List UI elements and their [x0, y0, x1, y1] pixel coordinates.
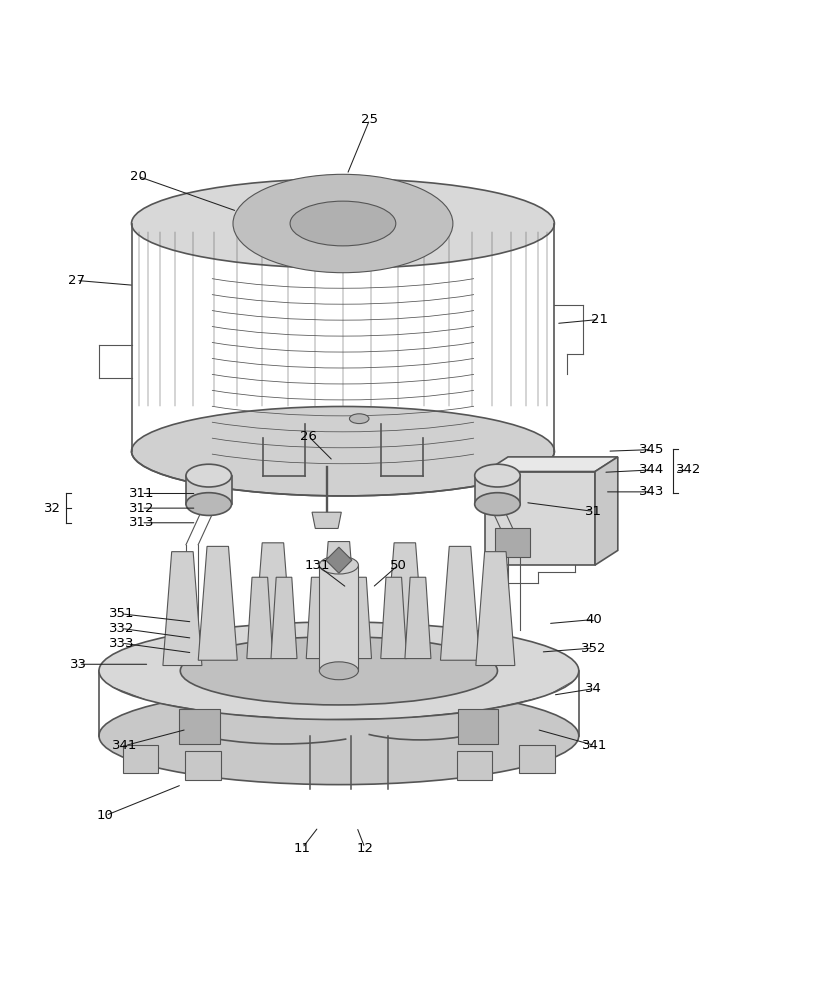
Text: 40: 40: [585, 613, 601, 626]
Text: 311: 311: [128, 487, 154, 500]
Text: 25: 25: [361, 113, 379, 126]
Ellipse shape: [186, 493, 232, 515]
Text: 27: 27: [68, 274, 85, 287]
Text: 352: 352: [581, 642, 606, 655]
Polygon shape: [246, 577, 273, 659]
Ellipse shape: [475, 464, 521, 487]
Text: 333: 333: [109, 637, 135, 650]
Text: 345: 345: [639, 443, 665, 456]
Polygon shape: [405, 577, 431, 659]
Text: 11: 11: [294, 842, 311, 855]
Ellipse shape: [186, 464, 232, 487]
Text: 31: 31: [585, 505, 602, 518]
Polygon shape: [312, 512, 341, 528]
Ellipse shape: [233, 174, 453, 273]
Text: 12: 12: [357, 842, 374, 855]
Polygon shape: [475, 476, 521, 504]
Polygon shape: [457, 751, 493, 780]
Polygon shape: [486, 472, 595, 565]
Ellipse shape: [319, 662, 358, 680]
Polygon shape: [486, 457, 618, 472]
Polygon shape: [180, 709, 220, 744]
Polygon shape: [595, 457, 618, 565]
Text: 20: 20: [130, 170, 146, 183]
Ellipse shape: [349, 414, 369, 424]
Text: 131: 131: [304, 559, 330, 572]
Ellipse shape: [99, 622, 579, 720]
Polygon shape: [326, 547, 352, 573]
Polygon shape: [319, 542, 358, 655]
Text: 341: 341: [113, 739, 138, 752]
Text: 21: 21: [591, 313, 608, 326]
Polygon shape: [381, 577, 406, 659]
Polygon shape: [122, 745, 158, 773]
Text: 32: 32: [44, 502, 61, 515]
Text: 351: 351: [109, 607, 135, 620]
Ellipse shape: [99, 687, 579, 785]
Polygon shape: [519, 745, 555, 773]
Polygon shape: [476, 552, 515, 666]
Polygon shape: [163, 552, 202, 666]
Polygon shape: [345, 577, 371, 659]
Text: 341: 341: [583, 739, 608, 752]
Text: 313: 313: [128, 516, 154, 529]
Ellipse shape: [180, 637, 498, 705]
Text: 50: 50: [390, 559, 406, 572]
Polygon shape: [271, 577, 297, 659]
Polygon shape: [254, 543, 292, 657]
Polygon shape: [458, 709, 499, 744]
Text: 343: 343: [639, 485, 665, 498]
Ellipse shape: [319, 556, 358, 574]
Text: 332: 332: [109, 622, 135, 635]
Polygon shape: [441, 546, 480, 660]
Text: 342: 342: [676, 463, 701, 476]
Polygon shape: [186, 476, 232, 504]
Polygon shape: [306, 577, 332, 659]
Polygon shape: [198, 546, 237, 660]
Ellipse shape: [131, 406, 554, 496]
Ellipse shape: [290, 201, 396, 246]
Text: 33: 33: [70, 658, 87, 671]
Text: 344: 344: [640, 463, 664, 476]
Polygon shape: [319, 565, 358, 671]
Polygon shape: [495, 528, 530, 557]
Text: 26: 26: [300, 430, 317, 443]
Text: 34: 34: [585, 682, 602, 695]
Polygon shape: [185, 751, 221, 780]
Text: 10: 10: [97, 809, 114, 822]
Ellipse shape: [475, 493, 521, 515]
Text: 312: 312: [128, 502, 154, 515]
Polygon shape: [385, 543, 424, 657]
Ellipse shape: [131, 179, 554, 268]
